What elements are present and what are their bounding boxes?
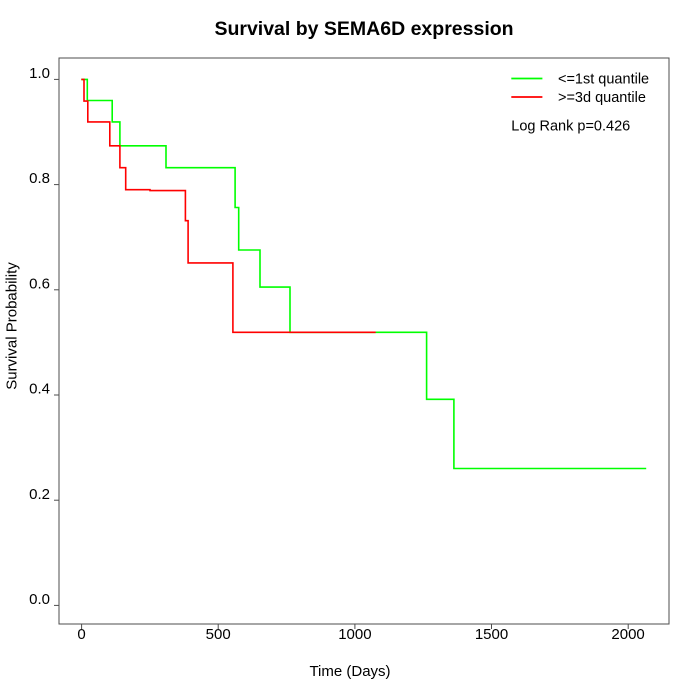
svg-text:1000: 1000 xyxy=(338,626,371,643)
svg-text:>=3d quantile: >=3d quantile xyxy=(558,90,646,106)
svg-text:1500: 1500 xyxy=(475,626,508,643)
svg-text:0.6: 0.6 xyxy=(29,275,50,292)
svg-text:0.0: 0.0 xyxy=(29,591,50,608)
svg-text:0.4: 0.4 xyxy=(29,381,50,398)
svg-text:2000: 2000 xyxy=(611,626,644,643)
svg-text:0: 0 xyxy=(77,626,85,643)
svg-text:500: 500 xyxy=(206,626,231,643)
svg-text:0.2: 0.2 xyxy=(29,486,50,503)
svg-text:0.8: 0.8 xyxy=(29,170,50,187)
svg-text:1.0: 1.0 xyxy=(29,65,50,82)
svg-text:Log Rank p=0.426: Log Rank p=0.426 xyxy=(511,119,630,135)
svg-text:<=1st quantile: <=1st quantile xyxy=(558,71,649,87)
